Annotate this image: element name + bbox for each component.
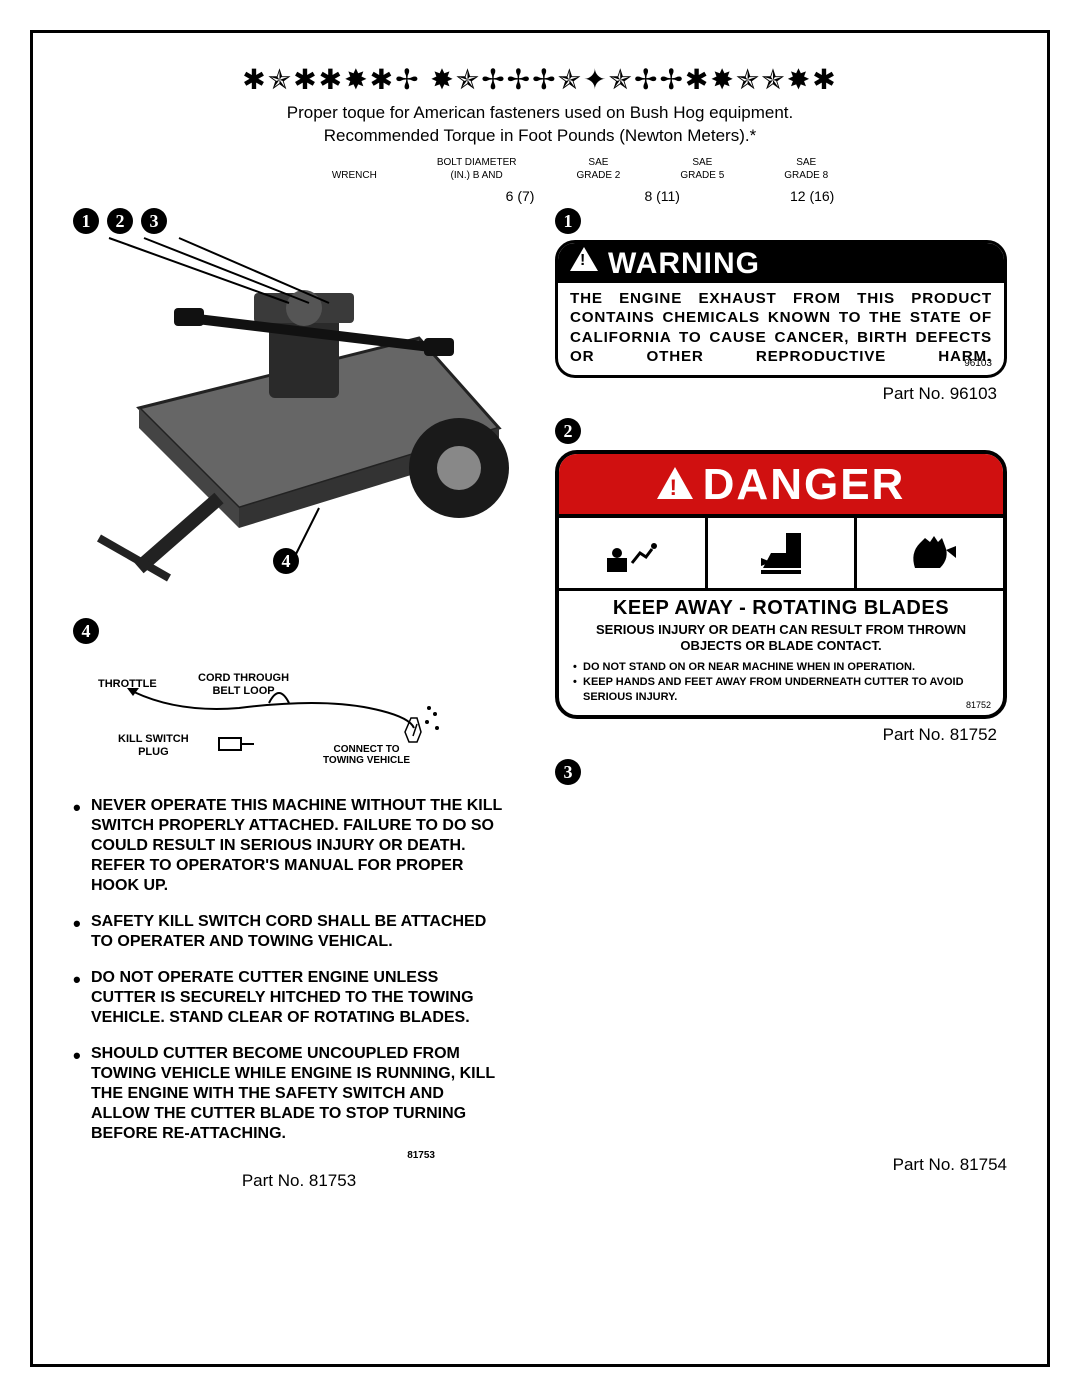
- th-sae8b: GRADE 8: [784, 169, 828, 182]
- cord-diagram: THROTTLE CORD THROUGHBELT LOOP KILL SWIT…: [73, 678, 525, 778]
- torque-values: 6 (7) 8 (11) 12 (16): [333, 188, 1007, 204]
- small-pn-81753: 81753: [73, 1150, 435, 1161]
- bullet-3: DO NOT OPERATE CUTTER ENGINE UNLESS CUTT…: [73, 968, 505, 1028]
- th-sae8a: SAE: [784, 156, 828, 169]
- callout-4b: 4: [73, 618, 99, 644]
- danger-header: DANGER: [559, 454, 1003, 518]
- cord-line-icon: [73, 678, 525, 778]
- danger-keepaway: KEEP AWAY - ROTATING BLADES: [559, 591, 1003, 622]
- tv3: 12 (16): [790, 188, 834, 204]
- subtitle-line2: Recommended Torque in Foot Pounds (Newto…: [324, 126, 756, 145]
- warning-header: WARNING: [558, 243, 1004, 283]
- title-symbols: ✱✯✱✱✸✱✢ ✸✯✢✢✢✯✦✯✢✢✱✸✯✯✸✱: [73, 63, 1007, 96]
- r-callout-1: 1: [555, 208, 1007, 234]
- mower-photo: 1 2 3: [73, 208, 525, 588]
- th-boltd: BOLT DIAMETER: [437, 156, 517, 169]
- page-border: ✱✯✱✱✸✱✢ ✸✯✢✢✢✯✦✯✢✢✱✸✯✯✸✱ Proper toque fo…: [30, 30, 1050, 1367]
- right-column: 1 WARNING THE ENGINE EXHAUST FROM THIS P…: [555, 208, 1007, 1191]
- danger-bul-2: KEEP HANDS AND FEET AWAY FROM UNDERNEATH…: [573, 675, 989, 705]
- tv1: 6 (7): [506, 188, 535, 204]
- danger-sub: SERIOUS INJURY OR DEATH CAN RESULT FROM …: [559, 622, 1003, 661]
- mower-icon: [73, 208, 525, 588]
- part-96103: Part No. 96103: [555, 384, 997, 404]
- danger-bul-1: DO NOT STAND ON OR NEAR MACHINE WHEN IN …: [573, 660, 989, 675]
- pictogram-foot-icon: [708, 518, 857, 588]
- torque-headers: WRENCH BOLT DIAMETER(IN.) B AND SAEGRADE…: [153, 156, 1007, 182]
- danger-text: DANGER: [703, 460, 906, 509]
- danger-pn: 81752: [966, 699, 991, 711]
- danger-bullets: DO NOT STAND ON OR NEAR MACHINE WHEN IN …: [559, 660, 1003, 715]
- bullet-4: SHOULD CUTTER BECOME UNCOUPLED FROM TOWI…: [73, 1044, 505, 1144]
- part-81752: Part No. 81752: [555, 725, 997, 745]
- pictogram-thrown-icon: [559, 518, 708, 588]
- callout-2: 2: [107, 208, 133, 234]
- main-grid: 1 2 3: [73, 208, 1007, 1191]
- th-boltb: (IN.) B AND: [437, 169, 517, 182]
- warning-text: WARNING: [608, 247, 760, 280]
- part-81754: Part No. 81754: [893, 1155, 1007, 1175]
- th-sae2b: GRADE 2: [576, 169, 620, 182]
- lbl-throttle: THROTTLE: [98, 678, 157, 691]
- th-sae2a: SAE: [576, 156, 620, 169]
- danger-pictograms: [559, 518, 1003, 591]
- bullet-1: NEVER OPERATE THIS MACHINE WITHOUT THE K…: [73, 796, 505, 896]
- left-column: 1 2 3: [73, 208, 525, 1191]
- lbl-killswitch: KILL SWITCHPLUG: [118, 733, 189, 758]
- callout-row: 1 2 3: [73, 208, 167, 234]
- warning-label: WARNING THE ENGINE EXHAUST FROM THIS PRO…: [555, 240, 1007, 378]
- warning-body: THE ENGINE EXHAUST FROM THIS PRODUCT CON…: [558, 283, 1004, 375]
- callout-3: 3: [141, 208, 167, 234]
- lbl-cordthrough: CORD THROUGHBELT LOOP: [198, 672, 289, 697]
- r-callout-2: 2: [555, 418, 1007, 444]
- warning-triangle-icon: [570, 247, 598, 271]
- subtitle-line1: Proper toque for American fasteners used…: [287, 103, 794, 122]
- th-sae5a: SAE: [680, 156, 724, 169]
- subtitle: Proper toque for American fasteners used…: [73, 102, 1007, 148]
- pictogram-hand-icon: [857, 518, 1003, 588]
- part-81753: Part No. 81753: [73, 1171, 525, 1191]
- th-wrench: WRENCH: [332, 169, 377, 182]
- bottom-parts-row: Part No. 81754: [555, 1155, 1007, 1175]
- tv2: 8 (11): [644, 188, 680, 204]
- warning-pn: 96103: [964, 358, 992, 371]
- th-sae5b: GRADE 5: [680, 169, 724, 182]
- callout-1: 1: [73, 208, 99, 234]
- bullet-2: SAFETY KILL SWITCH CORD SHALL BE ATTACHE…: [73, 912, 505, 952]
- lbl-connect: CONNECT TOTOWING VEHICLE: [323, 744, 410, 767]
- safety-bullets: NEVER OPERATE THIS MACHINE WITHOUT THE K…: [73, 796, 525, 1144]
- callout-4a: 4: [273, 548, 299, 574]
- danger-triangle-icon: [657, 467, 693, 499]
- r-callout-3: 3: [555, 759, 1007, 785]
- danger-label: DANGER KEEP AWAY - ROTATING BLADES SERIO…: [555, 450, 1007, 719]
